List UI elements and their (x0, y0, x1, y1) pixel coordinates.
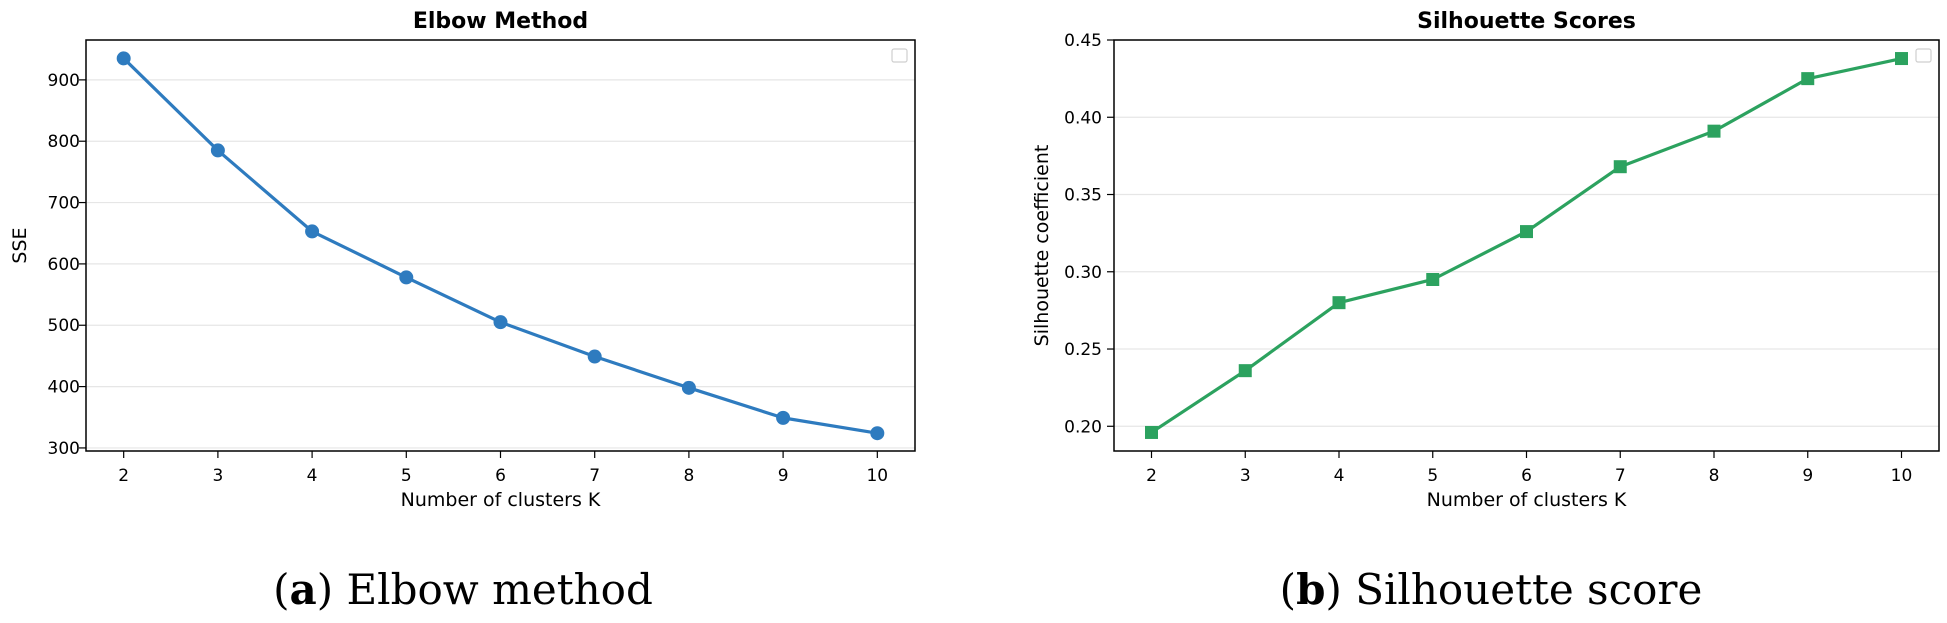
y-tick-label: 400 (48, 378, 80, 398)
caption-close-paren: ) (1325, 565, 1355, 614)
legend-box (891, 48, 908, 63)
caption-close-paren: ) (317, 565, 347, 614)
data-point (681, 380, 696, 395)
plot-frame (85, 39, 916, 452)
x-tick-label: 5 (1427, 466, 1438, 486)
y-axis-label: SSE (9, 227, 31, 263)
y-tick-label: 600 (48, 255, 80, 275)
x-tick-label: 3 (1240, 466, 1251, 486)
x-tick-label: 8 (1709, 466, 1720, 486)
data-point (1238, 364, 1252, 378)
caption-letter: b (1296, 565, 1325, 614)
y-tick-label: 800 (48, 132, 80, 152)
y-tick-label: 0.20 (1064, 417, 1102, 437)
subfigure-caption: (a) Elbow method (273, 565, 653, 614)
caption-text: Silhouette score (1355, 565, 1702, 614)
data-point (493, 315, 508, 330)
legend-box (1915, 48, 1932, 63)
chart-title: Silhouette Scores (1417, 9, 1636, 34)
y-tick-label: 0.35 (1064, 186, 1102, 206)
data-point (776, 410, 791, 425)
data-point (1332, 296, 1346, 310)
caption-open-paren: ( (273, 565, 289, 614)
panel-silhouette-scores: 0.20 0.25 0.30 0.35 0.40 0.45 2 3 4 5 6 7 8 9 10 Silhou… (1031, 9, 1940, 614)
data-point (1426, 272, 1440, 286)
data-point (1613, 160, 1627, 174)
data-point (305, 224, 320, 239)
caption-open-paren: ( (1280, 565, 1296, 614)
data-point (1707, 124, 1721, 138)
x-tick-label: 10 (1891, 466, 1913, 486)
x-tick-label: 7 (589, 466, 600, 486)
x-tick-label: 5 (401, 466, 412, 486)
data-point (587, 349, 602, 364)
y-tick-label: 0.40 (1064, 108, 1102, 128)
caption-letter: a (290, 565, 317, 614)
data-point (210, 143, 225, 158)
x-tick-label: 2 (1146, 466, 1157, 486)
chart-title: Elbow Method (413, 9, 588, 34)
data-point (1895, 52, 1908, 66)
x-tick-label: 2 (118, 466, 129, 486)
series-line (122, 57, 878, 435)
x-tick-label: 6 (495, 466, 506, 486)
series-line (1150, 56, 1902, 434)
y-tick-label: 500 (48, 316, 80, 336)
data-point (399, 270, 414, 285)
y-axis-label: Silhouette coefficient (1031, 145, 1053, 347)
caption-text: Elbow method (347, 565, 653, 614)
plot-frame (1113, 39, 1940, 452)
data-point (1145, 425, 1158, 439)
y-tick-label: 0.45 (1064, 31, 1102, 51)
y-tick-label: 0.25 (1064, 340, 1102, 360)
y-tick-label: 700 (48, 194, 80, 214)
x-tick-label: 4 (307, 466, 318, 486)
x-axis-label: Number of clusters K (401, 489, 601, 511)
x-tick-label: 4 (1334, 466, 1345, 486)
x-axis-label: Number of clusters K (1427, 489, 1627, 511)
data-point (116, 51, 131, 66)
y-tick-label: 900 (48, 71, 80, 91)
panel-elbow-method: 300 400 500 600 700 800 900 2 3 4 5 6 7 8 9 10 Elbow Met… (9, 9, 916, 614)
x-tick-label: 10 (866, 466, 888, 486)
y-tick-label: 0.30 (1064, 263, 1102, 283)
x-tick-label: 8 (683, 466, 694, 486)
x-tick-label: 9 (1802, 466, 1813, 486)
x-tick-label: 3 (212, 466, 223, 486)
data-point (1520, 225, 1533, 239)
y-tick-label: 300 (48, 439, 80, 459)
subfigure-caption: (b) Silhouette score (1280, 565, 1703, 614)
data-point (1801, 72, 1815, 86)
data-point (870, 426, 885, 441)
x-tick-label: 9 (778, 466, 789, 486)
x-tick-label: 6 (1521, 466, 1532, 486)
x-tick-label: 7 (1615, 466, 1626, 486)
